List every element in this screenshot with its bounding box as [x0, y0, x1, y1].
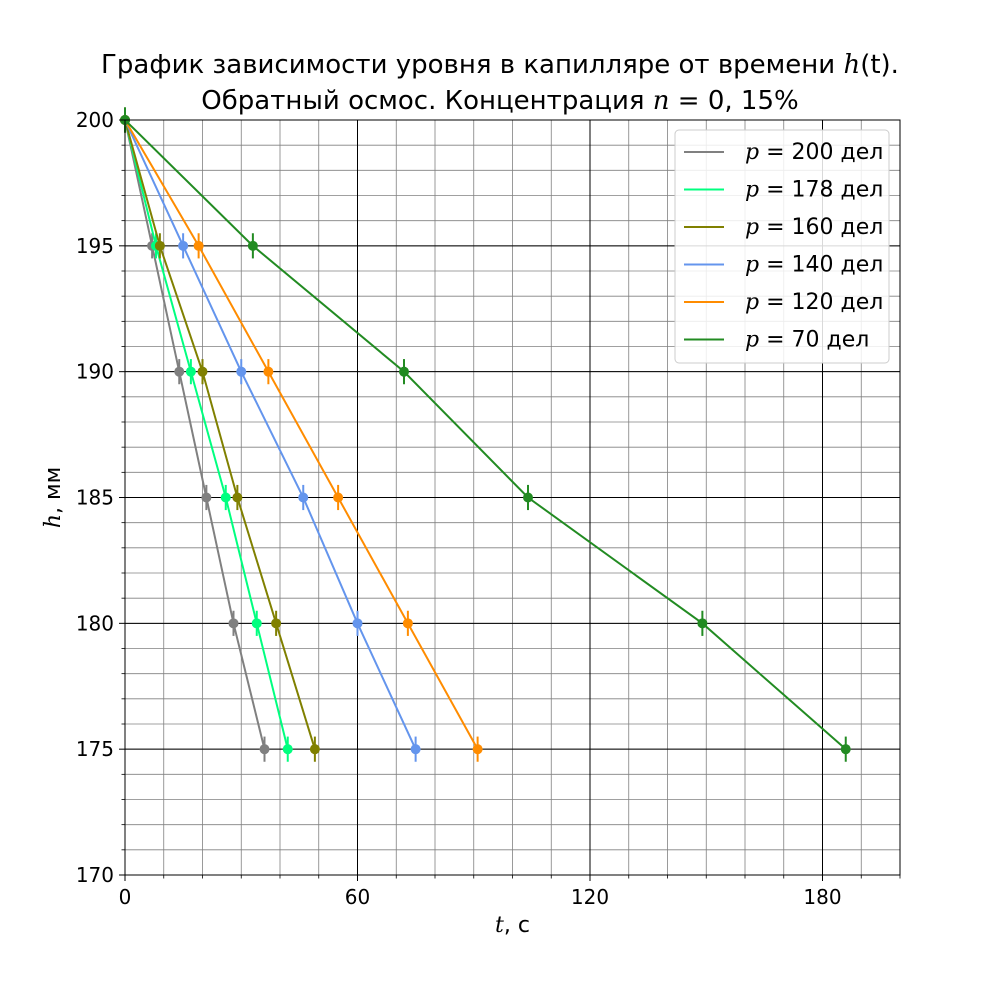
- x-axis-label: t, с: [495, 913, 530, 938]
- title-line-2-variable: n: [652, 86, 670, 116]
- title-line-2-equation: = 0, 15%: [669, 86, 799, 116]
- series-line: [124, 119, 289, 750]
- data-point: [523, 492, 533, 503]
- series-1: [120, 107, 293, 762]
- data-point: [352, 618, 363, 629]
- legend-label: p = 140 дел: [745, 253, 883, 278]
- y-tick-label: 185: [76, 486, 114, 510]
- x-tick-label: 0: [119, 885, 132, 909]
- data-point: [410, 744, 421, 755]
- data-point: [282, 744, 293, 755]
- data-point: [251, 618, 262, 629]
- title-line-1-argument: (t).: [860, 50, 899, 80]
- data-point: [298, 492, 309, 503]
- legend-label: p = 120 дел: [745, 290, 883, 315]
- series-line: [124, 119, 316, 750]
- legend-entry-2: p = 160 дел: [684, 215, 883, 240]
- y-tick-label: 190: [76, 360, 114, 384]
- data-point: [472, 744, 483, 755]
- data-point: [247, 240, 258, 251]
- data-point: [236, 366, 247, 377]
- chart-title-line-2: Обратный осмос. Концентрация n = 0, 15%: [0, 86, 1000, 116]
- legend-label: p = 178 дел: [745, 178, 883, 203]
- title-line-1-text: График зависимости уровня в капилляре от…: [101, 50, 844, 80]
- y-axis-label: h, мм: [41, 467, 66, 528]
- series-line: [124, 119, 847, 750]
- title-line-2-text: Обратный осмос. Концентрация: [201, 86, 653, 116]
- data-point: [201, 492, 212, 503]
- data-point: [263, 366, 274, 377]
- chart-title-line-1: График зависимости уровня в капилляре от…: [0, 50, 1000, 80]
- data-point: [399, 366, 409, 377]
- legend-entry-5: p = 70 дел: [684, 328, 869, 353]
- data-point: [259, 744, 270, 755]
- series-2: [120, 107, 320, 762]
- data-point: [193, 240, 204, 251]
- data-point: [309, 744, 320, 755]
- series-3: [120, 107, 421, 762]
- y-tick-label: 170: [76, 863, 114, 887]
- data-point: [178, 240, 189, 251]
- y-tick-label: 180: [76, 611, 114, 635]
- series-4: [120, 107, 483, 762]
- data-point: [220, 492, 231, 503]
- data-point: [232, 492, 243, 503]
- legend: p = 200 дел p = 178 дел p = 160 дел p = 140…: [674, 129, 890, 364]
- data-point: [333, 492, 344, 503]
- y-tick-label: 200: [76, 108, 114, 132]
- series-line: [124, 119, 479, 750]
- y-tick-label: 195: [76, 234, 114, 258]
- legend-label: p = 70 дел: [745, 328, 869, 353]
- series-line: [124, 119, 266, 750]
- x-tick-label: 180: [803, 885, 841, 909]
- data-point: [271, 618, 282, 629]
- data-point: [228, 618, 239, 629]
- title-line-1-function: h: [843, 50, 861, 80]
- y-tick-label: 175: [76, 737, 114, 761]
- legend-entry-3: p = 140 дел: [684, 253, 883, 278]
- legend-label: p = 200 дел: [745, 140, 883, 165]
- data-point: [840, 744, 851, 755]
- series-line: [124, 119, 417, 750]
- legend-entry-0: p = 200 дел: [684, 140, 883, 165]
- data-point: [197, 366, 208, 377]
- data-point: [154, 240, 165, 251]
- legend-label: p = 160 дел: [745, 215, 883, 240]
- x-tick-label: 120: [571, 885, 609, 909]
- x-tick-label: 60: [345, 885, 370, 909]
- legend-entry-1: p = 178 дел: [684, 178, 883, 203]
- axis-ticks: 0 60 120 180 170 175 180 185 190 195 200: [76, 108, 901, 909]
- data-point: [185, 366, 196, 377]
- series-0: [120, 107, 270, 762]
- legend-box: [674, 129, 890, 364]
- data-point: [697, 618, 708, 629]
- series-5: [120, 107, 851, 762]
- legend-entry-4: p = 120 дел: [684, 290, 883, 315]
- data-point: [402, 618, 413, 629]
- data-point: [174, 366, 185, 377]
